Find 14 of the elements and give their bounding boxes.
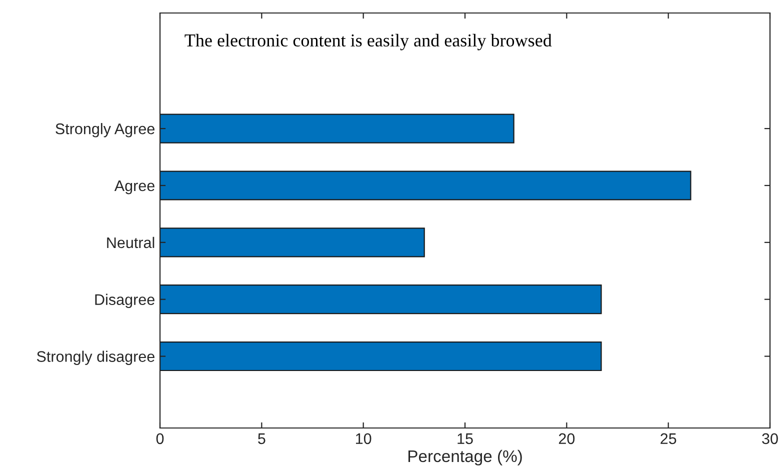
y-tick-label: Disagree [95,294,154,308]
y-tick-label: Agree [114,180,154,194]
x-tick-label: 10 [356,433,372,444]
x-tick-label: 30 [762,433,778,444]
y-tick-label: Strongly disagree [36,350,154,365]
x-tick-label: 0 [156,433,164,444]
x-tick-label: 20 [558,433,575,444]
y-tick-label: Neutral [107,236,154,248]
x-axis-title: Percentage (%) [408,450,522,466]
x-tick-label: 5 [258,433,266,444]
chart-title: The electronic content is easily and easily browsed [184,34,552,50]
y-tick-label: Strongly Agree [56,123,154,138]
x-tick-label: 25 [660,433,676,444]
x-tick-label: 15 [458,433,473,444]
